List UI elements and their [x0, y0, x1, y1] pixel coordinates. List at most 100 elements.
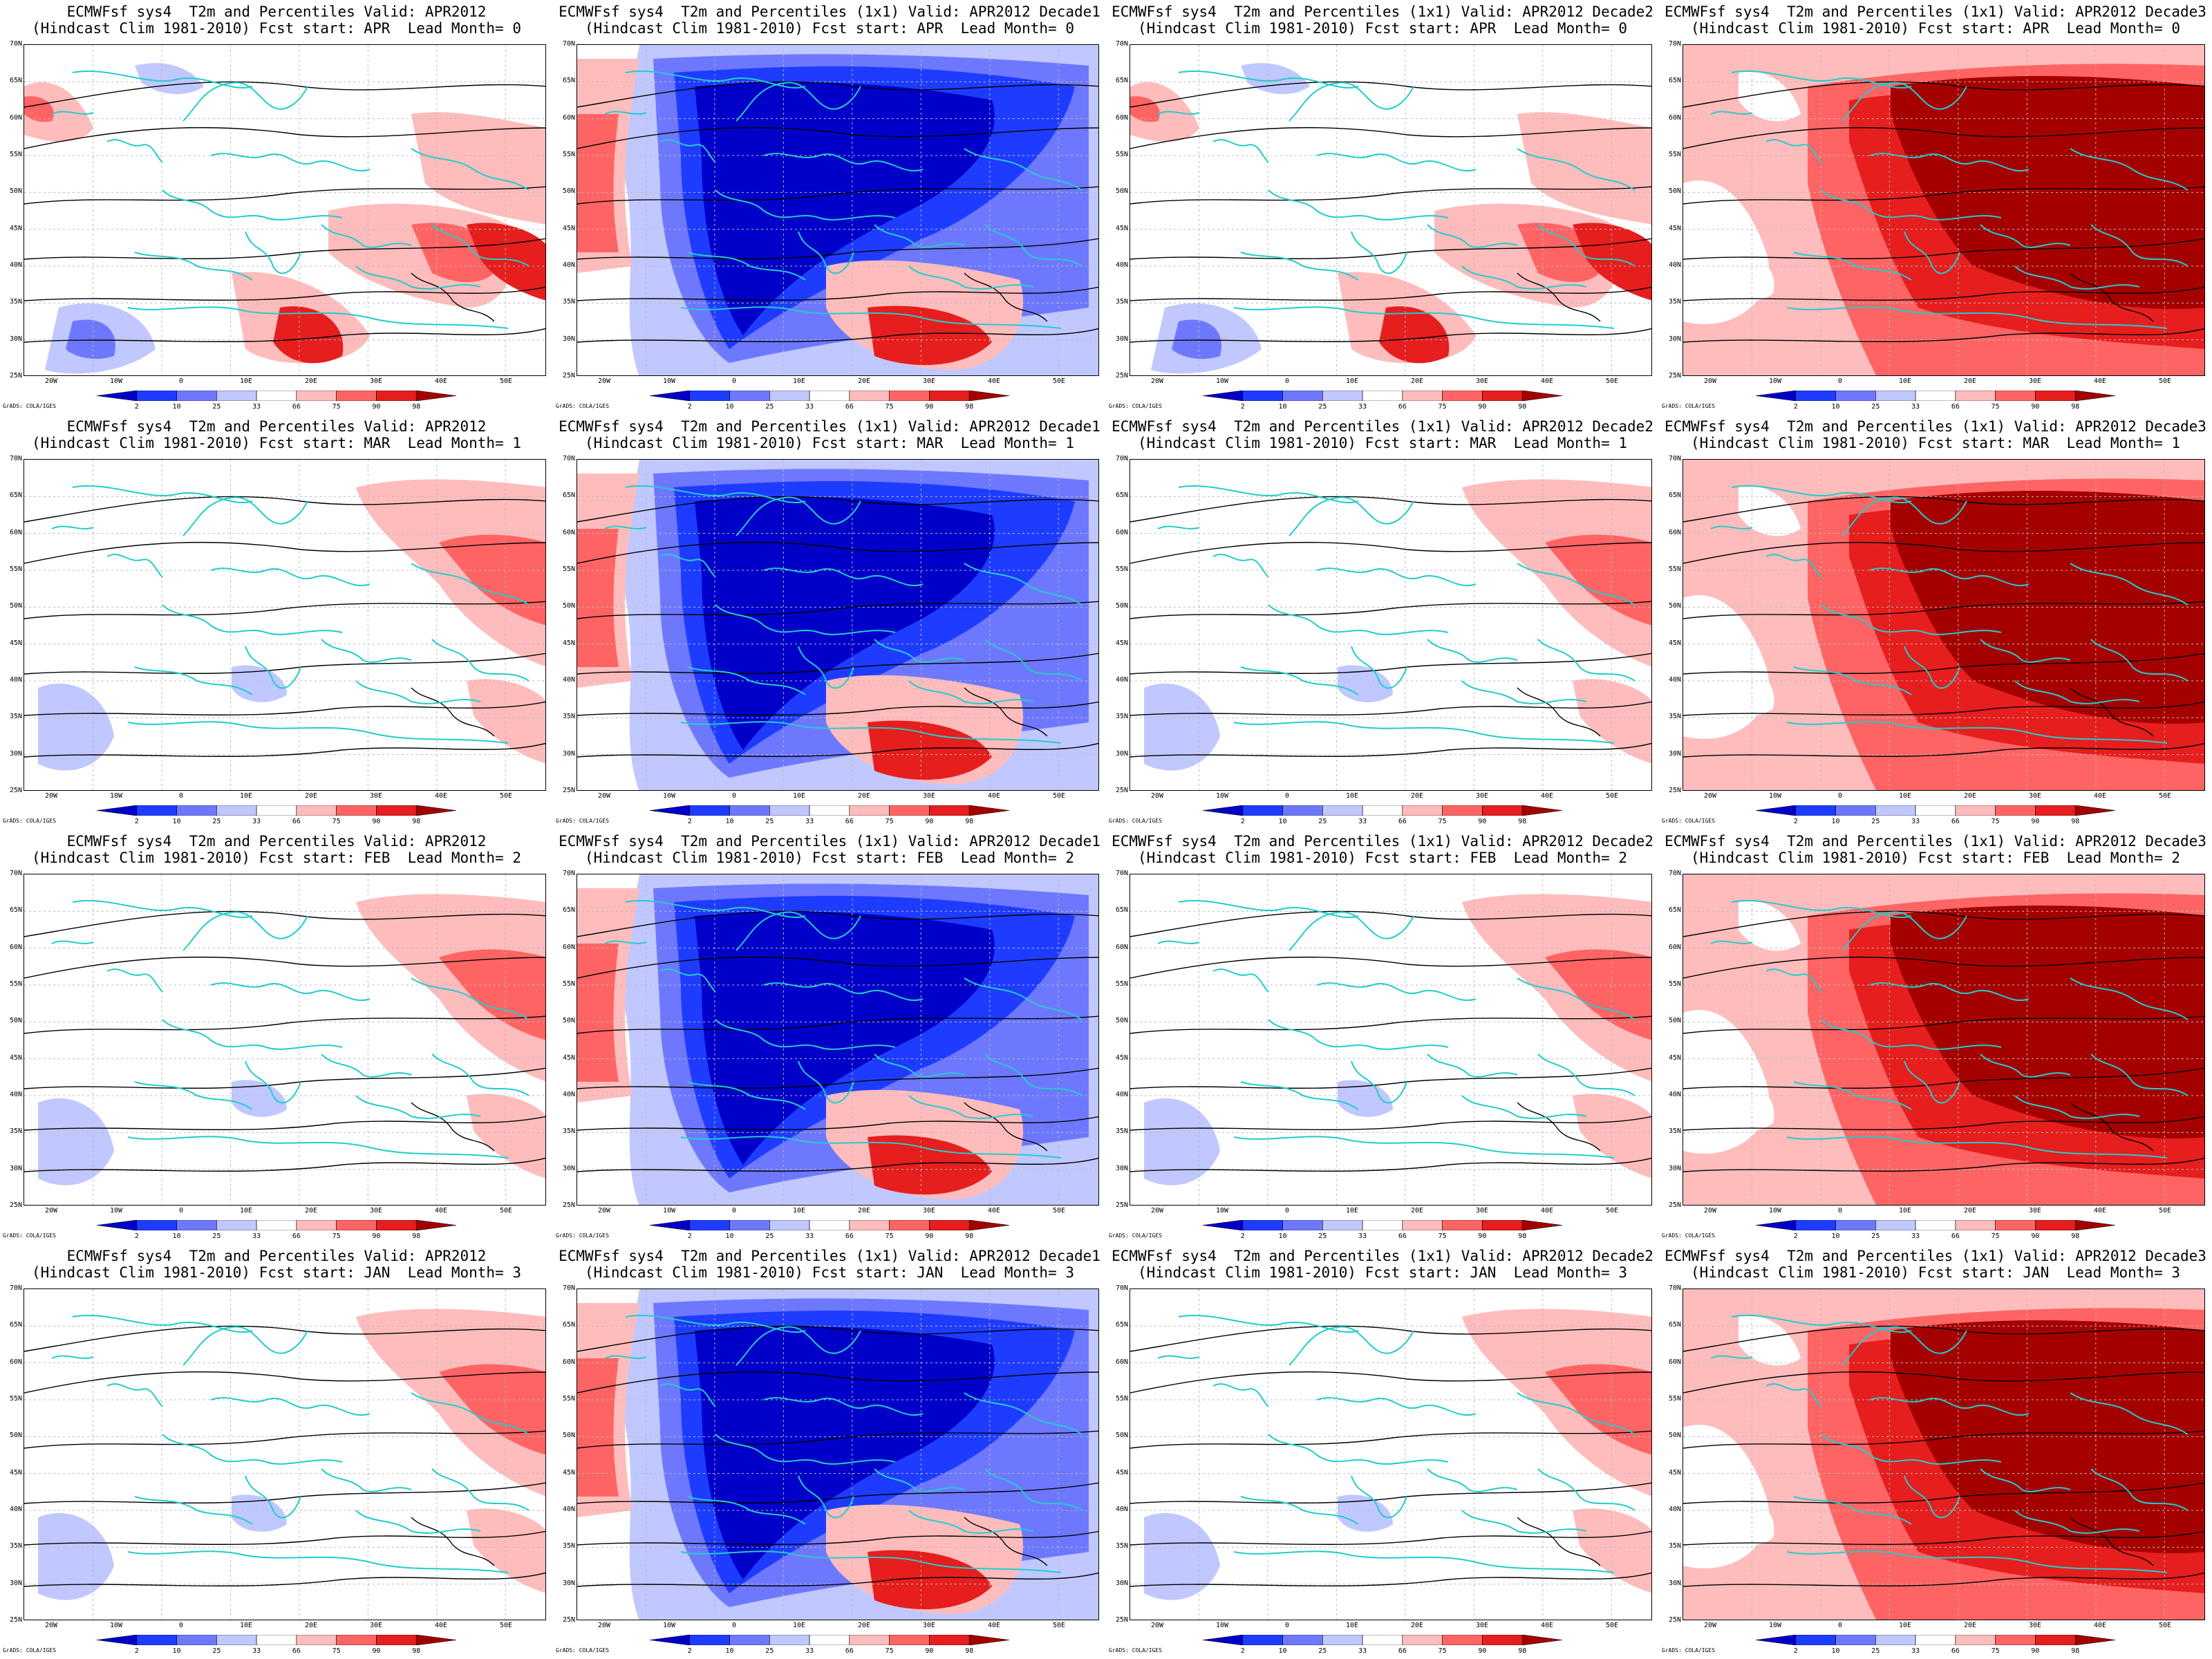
colorbar-tick-label: 98 [412, 1232, 421, 1240]
lat-tick-label: 70N [9, 40, 22, 48]
coastline [1461, 265, 1587, 290]
coastline [1904, 646, 1960, 689]
coastline [763, 982, 924, 1001]
lon-tick-label: 20E [857, 1622, 871, 1629]
percentile-map [24, 459, 546, 791]
map-canvas [577, 874, 1098, 1205]
colorbar-tick-label: 10 [1278, 1647, 1287, 1655]
colorbar [97, 1220, 456, 1230]
forecast-panel: ECMWFsf sys4 T2m and Percentiles (1x1) V… [1106, 1244, 1659, 1659]
isotherm-contour [1683, 328, 2204, 343]
lat-tick-label: 45N [9, 1053, 22, 1062]
colorbar-tick-label: 98 [2071, 818, 2080, 825]
colorbar-tick-label: 25 [1871, 1647, 1880, 1655]
lat-tick-label: 70N [1668, 870, 1681, 877]
lat-tick-label: 30N [1115, 1579, 1128, 1587]
lon-tick-label: 10W [1215, 1622, 1229, 1629]
isotherm-contour [2070, 1517, 2154, 1566]
colorbar-swatch [1995, 1220, 2036, 1230]
isotherm-contour [1683, 1157, 2204, 1172]
colorbar-swatch [729, 391, 770, 401]
lat-tick-label: 45N [1115, 639, 1128, 647]
panel-title: ECMWFsf sys4 T2m and Percentiles (1x1) V… [559, 3, 1100, 20]
isotherm-contour [1683, 601, 2204, 619]
colorbar-swatch [1402, 1635, 1443, 1645]
colorbar-tick-label: 66 [1951, 1232, 1960, 1240]
panel-title: ECMWFsf sys4 T2m and Percentiles Valid: … [66, 1248, 487, 1264]
coastline [245, 1060, 301, 1104]
isotherm-contour [24, 910, 545, 937]
panel-title: ECMWFsf sys4 T2m and Percentiles (1x1) V… [1112, 1248, 1653, 1264]
colorbar-swatch [1521, 805, 1562, 816]
lon-tick-label: 0 [178, 377, 184, 385]
lon-tick-label: 10E [1345, 792, 1359, 800]
colorbar-swatch [376, 1635, 417, 1645]
lon-tick-label: 20W [597, 1622, 611, 1629]
colorbar-tick-label: 98 [412, 1647, 421, 1655]
colorbar-swatch [650, 805, 691, 816]
colorbar-swatch [296, 391, 337, 401]
lat-tick-label: 30N [562, 749, 575, 758]
colorbar-swatch [336, 805, 377, 816]
colorbar [1203, 1635, 1562, 1645]
isotherm-contour [24, 328, 545, 343]
isotherm-contour [24, 1371, 545, 1394]
colorbar [650, 805, 1009, 816]
panel-subtitle: (Hindcast Clim 1981-2010) Fcst start: JA… [1137, 1264, 1627, 1281]
panel-subtitle: (Hindcast Clim 1981-2010) Fcst start: JA… [584, 1264, 1074, 1281]
colorbar-swatch [968, 1635, 1009, 1645]
colorbar-tick-label: 98 [1518, 1232, 1527, 1240]
grads-credit: GrADS: COLA/IGES [556, 403, 610, 409]
coastline [1233, 1136, 1615, 1159]
coastline [355, 680, 481, 704]
lon-tick-label: 20W [1150, 1207, 1164, 1215]
lon-tick-label: 20E [1963, 1622, 1977, 1629]
map-canvas [1683, 460, 2204, 790]
lon-tick-label: 10E [239, 1207, 253, 1215]
colorbar-tick-label: 10 [1831, 818, 1840, 825]
colorbar-swatch [1402, 1220, 1443, 1230]
coastline [680, 1136, 1062, 1159]
colorbar-tick-label: 66 [1951, 403, 1960, 411]
colorbar-swatch [889, 1220, 930, 1230]
coastline [106, 554, 163, 578]
lat-tick-label: 60N [1115, 528, 1128, 536]
coastline [210, 982, 371, 1001]
coastline [1517, 563, 1635, 606]
isotherm-contour [24, 742, 545, 758]
colorbar-tick-label: 66 [1398, 818, 1407, 825]
coastline [1461, 1510, 1587, 1534]
isotherm-contour [24, 286, 545, 301]
coastline [51, 111, 94, 115]
lat-tick-label: 35N [9, 713, 22, 721]
coastline [1710, 940, 1753, 944]
colorbar-swatch [1362, 1635, 1403, 1645]
lat-tick-label: 35N [1115, 298, 1128, 306]
coastline [1351, 1060, 1407, 1104]
lat-tick-label: 35N [1668, 298, 1681, 306]
colorbar-tick-label: 98 [965, 403, 974, 411]
colorbar-swatch [729, 805, 770, 816]
colorbar-tick-label: 25 [1318, 1232, 1327, 1240]
coastline [1268, 1434, 1449, 1465]
lat-tick-label: 55N [562, 151, 575, 158]
lat-tick-label: 60N [1668, 113, 1681, 122]
panel-title: ECMWFsf sys4 T2m and Percentiles Valid: … [66, 418, 487, 435]
percentile-region [66, 319, 115, 359]
isotherm-contour [577, 541, 1098, 564]
coastline [964, 1392, 1082, 1435]
lat-tick-label: 40N [562, 676, 575, 684]
colorbar-swatch [136, 391, 177, 401]
lat-tick-label: 35N [1115, 1127, 1128, 1136]
colorbar-tick-label: 33 [252, 818, 261, 825]
lon-tick-label: 20E [1410, 1207, 1424, 1215]
forecast-panel: ECMWFsf sys4 T2m and Percentiles (1x1) V… [553, 0, 1106, 415]
colorbar-tick-label: 10 [1831, 1647, 1840, 1655]
coastline [1178, 70, 1359, 89]
isotherm-contour [1683, 1325, 2204, 1352]
grads-credit: GrADS: COLA/IGES [1662, 818, 1716, 824]
colorbar-swatch [769, 1635, 810, 1645]
coastline [680, 306, 1062, 329]
coastline [2090, 1053, 2188, 1096]
isotherm-contour [1517, 687, 1601, 737]
